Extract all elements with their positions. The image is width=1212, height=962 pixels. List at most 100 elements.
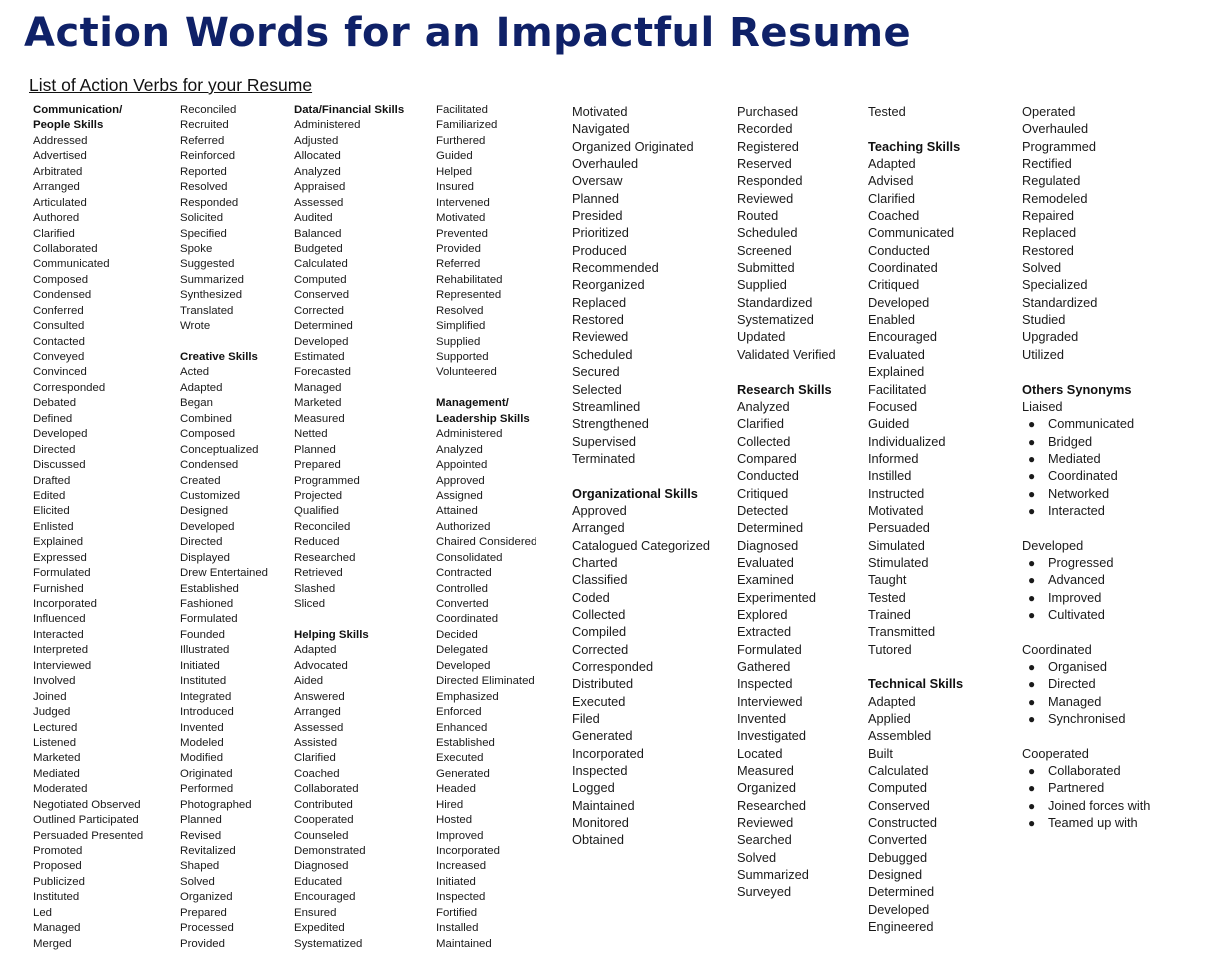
action-word: Individualized	[868, 433, 946, 449]
action-word: Interpreted	[33, 644, 89, 657]
section-heading: Leadership Skills	[436, 412, 530, 425]
action-word: Oversaw	[572, 173, 623, 189]
bullet-icon: ●	[1028, 607, 1036, 622]
action-word: Submitted	[737, 260, 795, 276]
word-column-6: Purchased Recorded Registered Reserved Respo…	[737, 103, 862, 901]
action-word: Approved	[436, 474, 485, 487]
bullet-item: ● Communicated	[1022, 415, 1207, 432]
action-word: Retrieved	[294, 567, 343, 580]
action-word: Evaluated	[868, 346, 925, 362]
action-word: Measured	[294, 412, 345, 425]
action-word: Formulated	[737, 641, 802, 657]
action-word: Influenced	[33, 613, 86, 626]
action-word: Selected	[572, 381, 622, 397]
action-word: Increased	[436, 860, 487, 873]
action-word: Interviewed	[737, 693, 803, 709]
action-word: Scheduled	[737, 225, 798, 241]
action-word: Consulted	[33, 320, 85, 333]
action-word: Hired	[436, 798, 464, 811]
spacer	[1022, 623, 1207, 640]
action-word: Tested	[868, 104, 906, 119]
action-word: Supplied	[737, 277, 787, 293]
action-word: Intervened	[436, 196, 490, 209]
action-word: Collaborated	[294, 783, 359, 796]
action-word: Registered	[737, 138, 799, 154]
bullet-icon: ●	[1028, 503, 1036, 518]
action-word: Overhauled	[572, 156, 639, 172]
bullet-text: Advanced	[1048, 572, 1105, 588]
action-word: Controlled	[436, 582, 488, 595]
section-heading: Management/	[436, 397, 509, 410]
action-word: Inspected	[737, 676, 793, 692]
word-column-8: Operated Overhauled Programmed Rectified Reg…	[1022, 103, 1207, 831]
action-word: Assisted	[294, 736, 338, 749]
action-word: Began	[180, 397, 213, 410]
bullet-icon: ●	[1028, 486, 1036, 501]
action-word: Edited	[33, 489, 66, 502]
action-word: Volunteered	[436, 366, 497, 379]
action-word: Initiated	[436, 875, 476, 888]
action-word: Summarized	[737, 867, 809, 883]
action-word: Explained	[868, 364, 925, 380]
action-word: Distributed	[572, 676, 634, 692]
action-word: Scheduled	[572, 346, 633, 362]
action-word: Aided	[294, 675, 324, 688]
bullet-text: Interacted	[1048, 502, 1105, 518]
action-word: Appraised	[294, 181, 346, 194]
bullet-text: Communicated	[1048, 416, 1135, 432]
action-word: Operated	[1022, 104, 1076, 119]
action-word: Conveyed	[33, 351, 85, 363]
action-word: Transmitted	[868, 624, 936, 640]
action-word: Cooperated	[1022, 745, 1089, 761]
action-word: Revitalized	[180, 845, 236, 857]
section-heading: Organizational Skills	[572, 485, 698, 501]
bullet-text: Partnered	[1048, 780, 1105, 796]
action-word: Utilized	[1022, 346, 1064, 362]
action-word: Suggested	[180, 258, 235, 271]
action-word: Clarified	[294, 752, 336, 765]
action-word: Administered	[294, 119, 361, 132]
word-column-3: Data/Financial Skills Administered Adjuste…	[294, 103, 434, 952]
action-word: Routed	[737, 208, 779, 224]
action-word: Standardized	[1022, 294, 1098, 310]
action-word: Debated	[33, 397, 77, 410]
section-heading: Others Synonyms	[1022, 381, 1132, 397]
action-word: Reviewed	[572, 329, 629, 345]
action-word: Merged	[33, 937, 72, 950]
action-word: Corresponded	[572, 659, 654, 674]
section-heading: People Skills	[33, 119, 104, 132]
action-word: Prepared	[294, 459, 341, 472]
action-word: Simplified	[436, 320, 486, 333]
action-word: Liaised	[1022, 398, 1063, 414]
action-word: Extracted	[737, 624, 792, 640]
action-word: Coordinated	[436, 613, 499, 626]
bullet-text: Coordinated	[1048, 468, 1118, 484]
action-word: Composed	[33, 273, 89, 286]
action-word: Designed	[180, 505, 229, 518]
action-word: Maintained	[436, 937, 492, 950]
action-word: Advertised	[33, 150, 87, 163]
action-word: Encouraged	[294, 891, 356, 904]
bullet-icon: ●	[1028, 764, 1036, 779]
section-heading: Technical Skills	[868, 676, 964, 692]
action-word: Upgraded	[1022, 329, 1079, 345]
action-word: Inspected	[572, 763, 628, 779]
action-word: Drew Entertained	[180, 567, 269, 580]
action-word: Reported	[180, 165, 227, 178]
action-word: Shaped	[180, 860, 220, 873]
section-heading: Data/Financial Skills	[294, 104, 405, 116]
action-word: Conserved	[294, 289, 350, 302]
action-word: Allocated	[294, 150, 341, 163]
action-word: Computed	[294, 273, 347, 286]
action-word: Emphasized	[436, 690, 499, 703]
action-word: Decided	[436, 628, 478, 641]
action-word: Guided	[436, 150, 473, 163]
action-word: Invented	[180, 721, 224, 734]
action-word: Executed	[572, 693, 626, 709]
action-word: Expressed	[33, 551, 87, 564]
action-word: Secured	[572, 364, 620, 380]
action-word: Researched	[294, 551, 356, 564]
action-word: Recruited	[180, 119, 229, 132]
action-word: Displayed	[180, 551, 231, 564]
action-word: Involved	[33, 675, 76, 688]
